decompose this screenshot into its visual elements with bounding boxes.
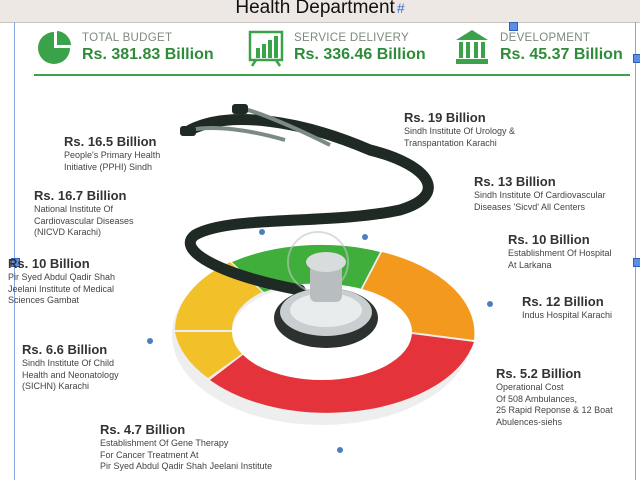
item-desc-line: Sciences Gambat bbox=[8, 295, 80, 305]
gauge-segment-yellow-lower bbox=[175, 332, 250, 378]
title-bar: Health Department # bbox=[0, 0, 640, 23]
item-desc-line: Pir Syed Abdul Qadir Shah bbox=[8, 272, 116, 282]
item-amount: Rs. 16.7 Billion bbox=[34, 188, 127, 203]
stat-label: TOTAL BUDGET bbox=[82, 32, 173, 44]
stat-value: Rs. 381.83 Billion bbox=[82, 46, 214, 63]
left-item-2: Rs. 16.7 Billion National Institute Of C… bbox=[34, 188, 134, 239]
item-desc-line: (SICHN) Karachi bbox=[22, 381, 90, 391]
item-desc-line: Sindh Institute Of Child bbox=[22, 358, 115, 368]
resize-handle-left[interactable] bbox=[11, 258, 20, 267]
item-desc-line: Diseases 'Sicvd' All Centers bbox=[474, 201, 585, 212]
item-desc-line: Health and Neonatology bbox=[22, 369, 119, 380]
item-desc-line: Jeelani Institute of Medical bbox=[8, 283, 115, 294]
item-desc-line: Abulences-siehs bbox=[496, 416, 563, 427]
bar-chart-icon bbox=[248, 30, 284, 67]
item-desc-line: Sindh Institute Of Urology & bbox=[404, 126, 516, 136]
right-item-4: Rs. 12 Billion Indus Hospital Karachi bbox=[522, 294, 612, 322]
item-amount: Rs. 6.6 Billion bbox=[22, 342, 108, 357]
resize-handle-right-top[interactable] bbox=[633, 54, 640, 63]
item-desc-line: Pir Syed Abdul Qadir Shah Jeelani Instit… bbox=[100, 461, 273, 471]
item-desc-line: Initiative (PPHI) Sindh bbox=[64, 161, 153, 172]
item-desc-line: For Cancer Treatment At bbox=[100, 449, 199, 460]
pie-chart-icon bbox=[38, 31, 71, 64]
item-amount: Rs. 4.7 Billion bbox=[100, 422, 186, 437]
building-icon bbox=[456, 30, 488, 64]
item-desc-line: Transpantation Karachi bbox=[404, 137, 497, 148]
resize-handle-right[interactable] bbox=[633, 258, 640, 267]
item-desc-line: Cardiovascular Diseases bbox=[34, 215, 134, 226]
stat-label: SERVICE DELIVERY bbox=[294, 32, 409, 44]
item-desc-line: Indus Hospital Karachi bbox=[522, 310, 613, 320]
left-item-4: Rs. 6.6 Billion Sindh Institute Of Child… bbox=[22, 342, 119, 393]
left-item-5: Rs. 4.7 Billion Establishment Of Gene Th… bbox=[100, 422, 272, 473]
item-amount: Rs. 13 Billion bbox=[474, 174, 556, 189]
item-desc-line: Sindh Institute Of Cardiovascular bbox=[474, 190, 606, 200]
stat-value: Rs. 336.46 Billion bbox=[294, 46, 426, 63]
page-title: Health Department # bbox=[0, 0, 640, 19]
right-item-2: Rs. 13 Billion Sindh Institute Of Cardio… bbox=[474, 174, 606, 213]
item-desc-line: People's Primary Health bbox=[64, 150, 161, 160]
right-item-3: Rs. 10 Billion Establishment Of Hospital… bbox=[508, 232, 612, 271]
header-divider bbox=[34, 74, 630, 76]
item-amount: Rs. 19 Billion bbox=[404, 110, 486, 125]
item-amount: Rs. 12 Billion bbox=[522, 294, 604, 309]
item-amount: Rs. 10 Billion bbox=[8, 256, 90, 271]
resize-handle-top[interactable] bbox=[509, 22, 518, 31]
right-item-1: Rs. 19 Billion Sindh Institute Of Urolog… bbox=[404, 110, 515, 149]
selection-frame bbox=[14, 22, 636, 480]
left-item-3: Rs. 10 Billion Pir Syed Abdul Qadir Shah… bbox=[8, 256, 115, 307]
item-desc-line: Establishment Of Hospital bbox=[508, 248, 612, 258]
item-desc-line: National Institute Of bbox=[34, 204, 114, 214]
title-mark: # bbox=[396, 0, 405, 16]
gauge-segment-orange bbox=[362, 252, 475, 340]
item-desc-line: 25 Rapid Reponse & 12 Boat bbox=[496, 405, 613, 415]
item-amount: Rs. 5.2 Billion bbox=[496, 366, 582, 381]
stat-value: Rs. 45.37 Billion bbox=[500, 46, 623, 63]
item-desc-line: Establishment Of Gene Therapy bbox=[100, 438, 229, 448]
right-item-5: Rs. 5.2 Billion Operational Cost Of 508 … bbox=[496, 366, 613, 428]
item-desc-line: (NICVD Karachi) bbox=[34, 227, 102, 237]
left-item-1: Rs. 16.5 Billion People's Primary Health… bbox=[64, 134, 160, 173]
title-text: Health Department bbox=[235, 0, 395, 18]
item-amount: Rs. 10 Billion bbox=[508, 232, 590, 247]
item-desc-line: At Larkana bbox=[508, 259, 552, 270]
item-desc-line: Of 508 Ambulances, bbox=[496, 393, 578, 404]
stat-label: DEVELOPMENT bbox=[500, 32, 591, 44]
item-amount: Rs. 16.5 Billion bbox=[64, 134, 157, 149]
item-desc-line: Operational Cost bbox=[496, 382, 564, 392]
